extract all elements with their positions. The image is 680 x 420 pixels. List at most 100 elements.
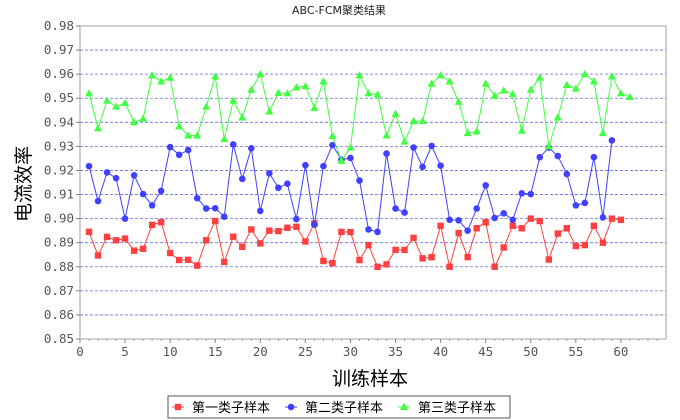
series-2-point [211, 204, 219, 212]
legend-marker-series-3 [400, 402, 408, 410]
series-2-point [401, 209, 408, 216]
series-1-point [130, 247, 138, 254]
series-3-point [211, 72, 220, 80]
series-3-point [463, 128, 472, 137]
series-3-point [571, 84, 580, 92]
y-tick-label: 0.95 [44, 90, 74, 105]
series-1-point [392, 246, 399, 254]
series-3-point [256, 69, 265, 78]
plot-area [79, 25, 667, 340]
series-3-point [292, 83, 301, 91]
x-axis-ticks: 0 5 10 15 20 25 30 35 40 45 50 55 60 [76, 339, 658, 359]
legend: 第一类子样本 第二类子样本 第三类子样本 [167, 395, 511, 419]
series-2-point [590, 153, 598, 161]
series-3-point [220, 134, 229, 143]
series-1-point [203, 237, 210, 244]
series-1-point [572, 242, 580, 250]
series-3-point [589, 77, 598, 85]
series-1-point [599, 239, 607, 246]
series-2-point [473, 205, 480, 212]
series-2-point [166, 143, 174, 151]
series-1-point [284, 224, 291, 231]
series-2-point [112, 174, 120, 182]
series-1-point [212, 217, 219, 225]
series-3-point [472, 127, 481, 135]
series-3-point [427, 79, 436, 87]
series-1-point [266, 227, 273, 234]
series-2-point [121, 215, 129, 222]
series-1-point [356, 256, 363, 264]
x-tick-label: 0 [76, 344, 84, 359]
series-2-point [428, 142, 435, 150]
series-1-point [527, 215, 534, 222]
series-2-point [527, 190, 535, 198]
series-3-point [112, 102, 121, 110]
series-1-point [329, 259, 336, 267]
series-2-point [184, 146, 192, 154]
series-2-point [103, 169, 111, 176]
series-2-point [284, 180, 291, 188]
x-tick-label: 30 [343, 344, 358, 359]
series-3-point [580, 69, 589, 78]
series-1-point [94, 252, 102, 259]
series-1-point [428, 253, 435, 261]
series-1-point [482, 219, 489, 226]
series-1-point [148, 221, 156, 229]
series-2-point [329, 141, 336, 149]
series-2-point [202, 205, 210, 212]
series-2-point [500, 210, 508, 217]
series-1-point [347, 228, 354, 236]
series-3-point [625, 92, 634, 101]
series-3-point [544, 142, 553, 150]
series-1-point [157, 219, 165, 226]
series-layer [85, 69, 634, 270]
x-tick-label: 25 [298, 344, 313, 359]
series-3-point [607, 72, 616, 80]
series-3-point [328, 131, 337, 140]
series-3-point [238, 113, 247, 121]
series-1-point [383, 261, 390, 268]
legend-label-series-3: 第三类子样本 [418, 401, 496, 416]
y-tick-label: 0.91 [44, 187, 74, 202]
series-3-point [85, 89, 94, 97]
series-1-point [239, 243, 246, 250]
series-1-point [365, 241, 372, 249]
legend-marker-series-2 [287, 403, 295, 411]
x-tick-label: 45 [478, 344, 493, 359]
series-2-point [509, 216, 517, 224]
series-2-point [563, 170, 571, 178]
series-2-point [419, 163, 426, 171]
series-1-point [536, 217, 543, 225]
series-2-point [581, 199, 589, 207]
series-3-point [526, 85, 535, 93]
series-2-point [311, 221, 318, 228]
series-1-point [338, 228, 345, 236]
series-3-point [418, 116, 427, 125]
series-3-point [499, 86, 508, 94]
series-1-point [608, 215, 616, 222]
series-1-point [85, 228, 93, 236]
series-3-point [391, 109, 400, 117]
y-tick-label: 0.92 [44, 162, 74, 177]
series-2-point [374, 228, 381, 236]
series-1-point [455, 229, 462, 237]
y-tick-label: 0.87 [44, 283, 74, 298]
series-1-point [275, 227, 282, 235]
series-1-point [446, 263, 453, 270]
series-3-point [517, 126, 526, 134]
x-tick-label: 35 [388, 344, 403, 359]
y-tick-label: 0.88 [44, 259, 74, 274]
series-2-point [464, 227, 471, 234]
series-3-point [166, 73, 175, 81]
series-2-point [536, 153, 544, 161]
y-tick-label: 0.89 [44, 235, 74, 250]
series-1-point [491, 263, 498, 270]
series-2-point [392, 205, 399, 212]
series-1-point [518, 225, 525, 232]
series-1-point [139, 245, 147, 252]
series-3-point [364, 89, 373, 97]
legend-label-series-1: 第一类子样本 [192, 401, 270, 416]
series-3-point [616, 89, 625, 97]
series-2-point [365, 226, 372, 233]
series-1-point [112, 237, 120, 244]
